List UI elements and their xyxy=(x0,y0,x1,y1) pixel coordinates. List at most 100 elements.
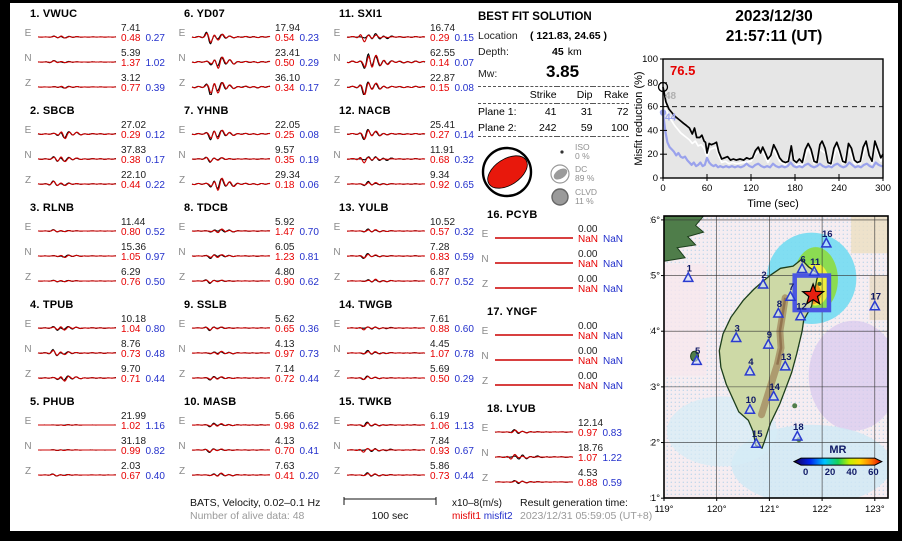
misfit1-value: NaN xyxy=(578,283,599,295)
misfit1-value: 1.06 xyxy=(430,420,450,432)
component-row-n: N 9.57 0.35 0.19 xyxy=(174,143,326,168)
waveform-trace xyxy=(347,228,425,232)
waveform-trace xyxy=(346,128,426,140)
misfit2-value: 0.29 xyxy=(299,57,319,69)
trace-values: 21.99 1.02 1.16 xyxy=(121,411,165,432)
waveform-trace xyxy=(347,421,426,427)
plane2-rake: 100 xyxy=(592,120,629,137)
component-label: N xyxy=(24,150,32,161)
misfit1-value: 0.35 xyxy=(275,154,295,166)
misfit1-value: 0.38 xyxy=(121,154,141,166)
epicenter-star xyxy=(801,282,826,306)
amplitude-value: 36.10 xyxy=(275,72,301,84)
misfit2-value: 0.19 xyxy=(299,154,319,166)
misfit2-value: 0.44 xyxy=(145,373,165,385)
component-label: N xyxy=(24,53,32,64)
misfit1-value: 0.72 xyxy=(275,373,295,385)
component-row-z: Z 9.34 0.92 0.65 xyxy=(329,168,477,193)
svg-text:123°: 123° xyxy=(865,504,885,515)
station-marker-2 xyxy=(757,277,769,289)
waveform-trace xyxy=(37,59,117,63)
component-label: Z xyxy=(178,272,186,283)
misfit2-value: 0.39 xyxy=(145,82,165,94)
component-row-n: N 0.00 NaN NaN xyxy=(477,344,649,369)
amplitude-value: 62.55 xyxy=(430,47,456,59)
trace-values: 36.10 0.34 0.17 xyxy=(275,72,319,94)
component-label: Z xyxy=(333,78,341,89)
station-panel-rlnb: 3. RLNB E 11.44 0.80 0.52 N 15.36 1.05 0.97 Z 6.29… xyxy=(20,199,172,294)
trace-values: 5.39 1.37 1.02 xyxy=(121,48,165,69)
station-marker-13 xyxy=(779,359,792,371)
trace-values: 22.05 0.25 0.08 xyxy=(275,119,319,141)
plane1-strike: 41 xyxy=(520,103,557,120)
component-label: Z xyxy=(481,376,489,387)
component-row-z: Z 36.10 0.34 0.17 xyxy=(174,71,326,96)
misfit1-value: 0.44 xyxy=(121,179,141,191)
component-row-z: Z 22.87 0.15 0.08 xyxy=(329,71,477,96)
waveform-trace xyxy=(347,325,426,330)
clvd-pct: 11 % xyxy=(575,196,594,206)
amplitude-value: 0.00 xyxy=(578,370,598,382)
waveform-trace xyxy=(346,155,426,164)
misfit2-value: 0.32 xyxy=(454,226,474,238)
trace-values: 9.57 0.35 0.19 xyxy=(275,145,319,166)
svg-text:26°: 26° xyxy=(650,215,660,226)
svg-text:21°: 21° xyxy=(650,493,660,504)
plane1-dip: 31 xyxy=(556,103,593,120)
waveform-trace xyxy=(495,261,573,264)
misfit2-value: 0.23 xyxy=(299,32,319,44)
amplitude-value: 4.13 xyxy=(275,338,295,350)
trace-values: 5.86 0.73 0.44 xyxy=(430,461,474,482)
component-label: E xyxy=(178,319,186,330)
component-label: N xyxy=(481,448,489,459)
component-row-z: Z 22.10 0.44 0.22 xyxy=(20,168,172,193)
amplitude-value: 9.70 xyxy=(121,363,141,375)
station-panel-yngf: 17. YNGF E 0.00 NaN NaN N 0.00 NaN NaN Z 0.00 NaN Na… xyxy=(477,303,649,398)
misfit1-value: NaN xyxy=(578,258,599,270)
amplitude-value: 22.05 xyxy=(275,119,301,131)
misfit1-value: 0.77 xyxy=(430,276,450,288)
component-label: E xyxy=(333,222,341,233)
misfit2-value: 0.15 xyxy=(454,32,474,44)
station-title: 15. TWKB xyxy=(339,396,392,408)
misfit2-value: 0.81 xyxy=(299,251,319,263)
station-panel-vwuc: 1. VWUC E 7.41 0.48 0.27 N 5.39 1.37 1.02 Z 3.12 0.… xyxy=(20,5,172,100)
svg-text:44: 44 xyxy=(665,112,677,123)
waveform-trace xyxy=(191,325,271,331)
waveform-trace xyxy=(346,375,426,380)
waveform-column-2: 6. YD07 E 17.94 0.54 0.23 N 23.41 0.50 0.29 Z 36.1… xyxy=(174,5,326,490)
table-header-strike: Strike xyxy=(520,86,557,104)
waveform-trace xyxy=(192,472,271,477)
amplitude-value: 7.61 xyxy=(430,313,450,325)
component-row-n: N 11.91 0.68 0.32 xyxy=(329,143,477,168)
svg-text:18: 18 xyxy=(793,422,804,433)
misfit1-value: 1.04 xyxy=(121,323,141,335)
station-panel-twgb: 14. TWGB E 7.61 0.88 0.60 N 4.45 1.07 0.78 Z 5.69 0… xyxy=(329,296,477,391)
component-label: N xyxy=(178,441,186,452)
trace-values: 18.76 1.07 1.22 xyxy=(578,443,622,464)
misfit2-value: 0.73 xyxy=(299,348,319,360)
svg-text:2: 2 xyxy=(761,270,766,281)
component-label: E xyxy=(24,319,32,330)
svg-text:80: 80 xyxy=(647,78,658,89)
misfit1-value: 0.80 xyxy=(121,226,141,238)
misfit1-value: 0.97 xyxy=(275,348,295,360)
svg-text:40: 40 xyxy=(846,467,857,478)
component-row-z: Z 3.12 0.77 0.39 xyxy=(20,71,172,96)
misfit1-value: 0.68 xyxy=(430,154,450,166)
amplitude-value: 6.29 xyxy=(121,266,141,278)
amplitude-value: 0.00 xyxy=(578,320,598,332)
amplitude-value: 11.91 xyxy=(430,144,455,156)
clvd-icon xyxy=(551,188,569,206)
station-title: 12. NACB xyxy=(339,105,391,117)
svg-text:4: 4 xyxy=(748,357,754,368)
waveform-trace xyxy=(37,325,117,331)
svg-text:Misfit reduction (%): Misfit reduction (%) xyxy=(633,71,645,165)
svg-text:25°: 25° xyxy=(650,271,660,282)
station-marker-7 xyxy=(784,290,797,302)
component-row-e: E 12.14 0.97 0.83 xyxy=(477,416,649,441)
component-label: Z xyxy=(333,175,341,186)
misfit2-value: 0.62 xyxy=(299,276,319,288)
misfit1-value: 0.92 xyxy=(430,179,450,191)
